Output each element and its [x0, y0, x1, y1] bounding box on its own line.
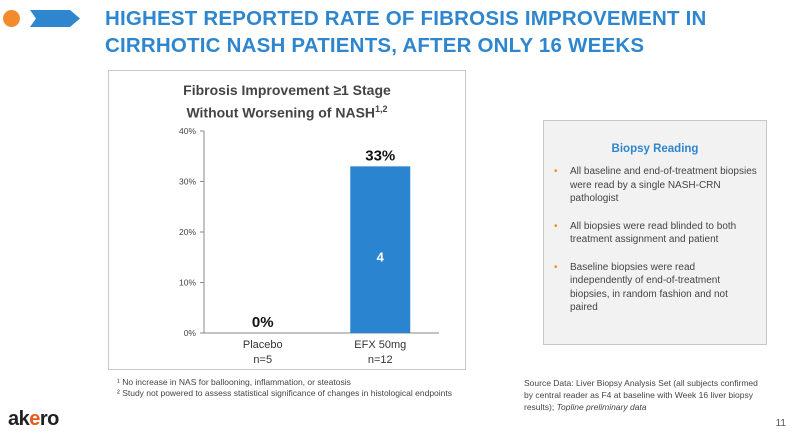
source-text: Source Data: Liver Biopsy Analysis Set (… — [524, 378, 758, 412]
page-title-line2: CIRRHOTIC NASH PATIENTS, AFTER ONLY 16 W… — [105, 34, 645, 57]
source-note: Source Data: Liver Biopsy Analysis Set (… — [524, 377, 769, 413]
akero-logo: akero — [8, 408, 59, 431]
y-tick-label: 10% — [179, 278, 196, 288]
source-italic: Topline preliminary data — [556, 402, 647, 412]
bar-chart: 0% 10% 20% 30% 40% 0% Placebo n=5 33% 4 EFX 50mg n=… — [179, 126, 439, 366]
bullet-icon: • — [554, 261, 558, 273]
bar — [350, 166, 411, 333]
x-category-label: Placebo — [243, 339, 283, 351]
chart-title-line1: Fibrosis Improvement ≥1 Stage — [183, 82, 391, 98]
list-item-text: All baseline and end-of-treatment biopsi… — [570, 166, 757, 204]
list-item-text: Baseline biopsies were read independentl… — [570, 261, 728, 314]
list-item: • All baseline and end-of-treatment biops… — [554, 165, 758, 206]
logo-part-b: ro — [39, 408, 60, 430]
chevron-arrow-icon — [30, 10, 80, 27]
bar-value-label: 0% — [252, 314, 274, 331]
chart-title-superscript: 1,2 — [375, 104, 388, 114]
panel-title: Biopsy Reading — [611, 143, 699, 155]
list-item-text: All biopsies were read blinded to both t… — [570, 220, 737, 246]
bullet-icon: • — [554, 166, 558, 177]
y-tick-label: 30% — [179, 177, 196, 187]
bar-value-label: 33% — [365, 147, 395, 164]
y-tick-label: 0% — [184, 328, 197, 338]
bullet-icon: • — [554, 220, 558, 232]
biopsy-reading-panel: Biopsy Reading • All baseline and end-of-… — [543, 120, 767, 345]
chart-title-line2-text: Without Worsening of NASH — [186, 104, 376, 121]
page-title: HIGHEST REPORTED RATE OF FIBROSIS IMPROV… — [105, 5, 785, 59]
footnotes: ¹ No increase in NAS for ballooning, inf… — [117, 377, 477, 399]
y-tick-label: 40% — [179, 126, 196, 136]
chart-title-line2: Without Worsening of NASH1,2 — [109, 100, 465, 123]
bar-inner-label: 4 — [377, 250, 385, 265]
x-category-sublabel: n=5 — [253, 354, 272, 366]
logo-part-a: ak — [8, 408, 30, 430]
list-item: • Baseline biopsies were read independent… — [554, 261, 758, 315]
chart-title: Fibrosis Improvement ≥1 Stage Without Wo… — [109, 81, 465, 123]
bullet-list: • All baseline and end-of-treatment biops… — [554, 165, 758, 329]
page-number: 11 — [775, 418, 786, 429]
x-category-label: EFX 50mg — [354, 339, 406, 351]
y-tick-label: 20% — [179, 227, 196, 237]
page-title-line1: HIGHEST REPORTED RATE OF FIBROSIS IMPROV… — [105, 7, 707, 30]
x-category-sublabel: n=12 — [368, 354, 393, 366]
footnote-2: ² Study not powered to assess statistica… — [117, 388, 452, 398]
logo-part-x: e — [29, 408, 40, 430]
footnote-1: ¹ No increase in NAS for ballooning, inf… — [117, 377, 351, 387]
list-item: • All biopsies were read blinded to both … — [554, 220, 758, 247]
chart-panel: Fibrosis Improvement ≥1 Stage Without Wo… — [108, 70, 466, 370]
orange-dot-icon — [3, 10, 20, 27]
